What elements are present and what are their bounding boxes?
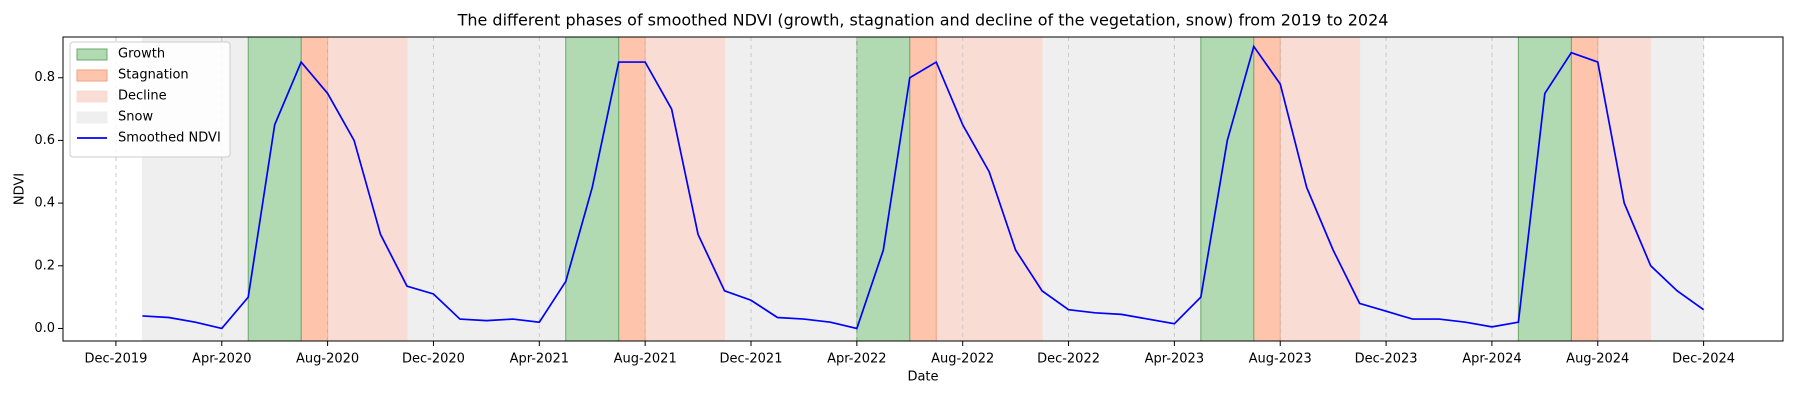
chart-title: The different phases of smoothed NDVI (g…	[457, 11, 1389, 30]
x-tick-label: Dec-2019	[84, 352, 147, 367]
x-tick-label: Dec-2022	[1037, 352, 1100, 367]
x-tick-label: Aug-2020	[296, 352, 359, 367]
legend-label: Stagnation	[118, 68, 189, 83]
x-tick-label: Aug-2022	[931, 352, 994, 367]
y-tick-label: 0.4	[34, 196, 55, 211]
phase-region	[856, 36, 911, 342]
x-tick-label: Apr-2022	[827, 352, 886, 367]
legend-label: Snow	[118, 110, 153, 125]
legend-label: Decline	[118, 89, 167, 104]
phase-region	[1650, 36, 1705, 342]
phase-region	[1570, 36, 1599, 342]
phase-region	[1253, 36, 1281, 342]
legend-label: Smoothed NDVI	[118, 131, 221, 146]
x-axis-label: Date	[907, 370, 938, 385]
phase-region	[247, 36, 302, 342]
ndvi-line	[142, 44, 1705, 330]
legend-swatch	[76, 69, 108, 82]
x-tick-label: Apr-2024	[1462, 352, 1521, 367]
legend-swatch	[76, 48, 108, 61]
y-tick-label: 0.2	[34, 258, 55, 273]
x-tick-label: Aug-2024	[1566, 352, 1629, 367]
x-tick-label: Dec-2024	[1672, 352, 1735, 367]
y-tick-label: 0.0	[34, 321, 55, 336]
x-tick-label: Dec-2023	[1355, 352, 1418, 367]
plot-frame	[62, 36, 1784, 342]
phase-region	[724, 36, 858, 342]
phase-region	[1517, 36, 1572, 342]
phase-region	[1359, 36, 1519, 342]
x-tick-label: Dec-2021	[720, 352, 783, 367]
phase-region	[300, 36, 329, 342]
x-tick-label: Apr-2021	[510, 352, 569, 367]
y-tick-label: 0.6	[34, 133, 55, 148]
x-tick-label: Dec-2020	[402, 352, 465, 367]
x-tick-label: Aug-2023	[1249, 352, 1312, 367]
legend-box	[69, 41, 231, 158]
phase-region	[1279, 36, 1361, 342]
phase-region	[935, 36, 1043, 342]
legend-swatch	[76, 90, 108, 103]
y-tick-label: 0.8	[34, 70, 55, 85]
phase-region	[1597, 36, 1652, 342]
phase-region	[909, 36, 937, 342]
legend: Growth Stagnation Decline Snow Smoothed NDVI	[69, 41, 231, 158]
legend-swatch	[76, 111, 108, 124]
phase-region	[1041, 36, 1202, 342]
phase-region	[1200, 36, 1255, 342]
x-tick-label: Apr-2020	[192, 352, 251, 367]
legend-label: Growth	[118, 47, 165, 62]
x-tick-label: Apr-2023	[1145, 352, 1204, 367]
phase-region	[618, 36, 646, 342]
x-tick-label: Aug-2021	[614, 352, 677, 367]
y-axis-label: NDVI	[13, 173, 28, 205]
phase-region	[406, 36, 567, 342]
